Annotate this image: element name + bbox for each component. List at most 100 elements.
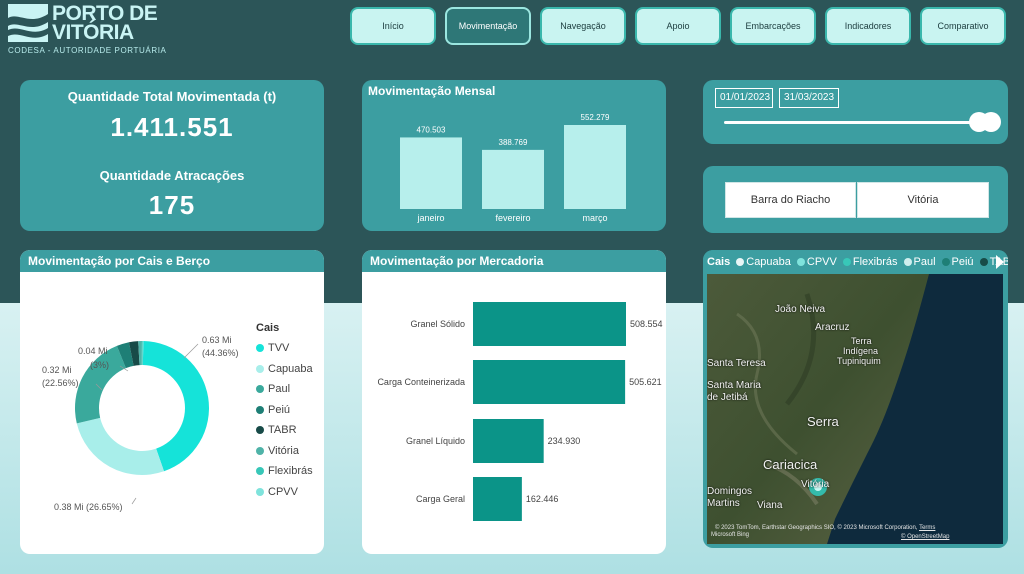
cais-legend-label: Paul bbox=[268, 383, 291, 396]
mercadoria-chart-card: Movimentação por Mercadoria Granel Sólid… bbox=[362, 250, 666, 554]
date-slider-end-thumb[interactable] bbox=[981, 112, 1001, 132]
mercadoria-bar-chart: Granel Sólido 508.554 Carga Conteinerizada… bbox=[377, 302, 663, 521]
donut-slice-Paul[interactable] bbox=[75, 345, 126, 424]
cais-legend-title: Cais bbox=[256, 322, 280, 334]
barra-do-riacho-button[interactable]: Barra do Riacho bbox=[725, 182, 856, 218]
legend-dot-icon bbox=[256, 344, 264, 353]
mercadoria-bar[interactable] bbox=[473, 419, 544, 463]
cais-legend-item[interactable]: Paul bbox=[256, 379, 313, 400]
cais-legend-item[interactable]: Peiú bbox=[256, 400, 313, 421]
openstreetmap-link[interactable]: © OpenStreetMap bbox=[901, 534, 950, 540]
donut-slice-Vitória[interactable] bbox=[138, 341, 142, 366]
nav-indicadores-button[interactable]: Indicadores bbox=[825, 7, 911, 45]
kpi-card: Quantidade Total Movimentada (t) 1.411.5… bbox=[20, 80, 324, 231]
monthly-chart-title: Movimentação Mensal bbox=[368, 84, 496, 98]
donut-pct-label: (44.36%) bbox=[202, 348, 239, 358]
legend-dot-icon bbox=[256, 487, 264, 496]
legend-dot-icon bbox=[941, 258, 950, 267]
monthly-chart-card: Movimentação Mensal 470.503 janeiro 388.76… bbox=[362, 80, 666, 231]
donut-leader-line bbox=[119, 365, 129, 372]
map-label-indigena: Indígena bbox=[843, 346, 879, 356]
map-label-viana: Viana bbox=[757, 500, 783, 511]
legend-next-arrow-icon[interactable] bbox=[996, 255, 1004, 269]
legend-dot-icon bbox=[903, 258, 912, 267]
mercadoria-bar[interactable] bbox=[473, 302, 626, 346]
map-legend-item[interactable]: Flexibrás bbox=[842, 256, 898, 268]
brand-name: PORTO DE VITÓRIA bbox=[52, 2, 158, 43]
mercadoria-bar[interactable] bbox=[473, 477, 522, 521]
mercadoria-value-label: 508.554 bbox=[630, 319, 663, 329]
mercadoria-value-label: 234.930 bbox=[548, 436, 581, 446]
atracacoes-label: Quantidade Atracações bbox=[99, 168, 245, 183]
map-label-de-jetiba: de Jetibá bbox=[707, 392, 748, 403]
monthly-category-label: fevereiro bbox=[495, 213, 530, 223]
satellite-map-graphic bbox=[707, 274, 1003, 544]
brand-name-line1: PORTO DE bbox=[52, 2, 158, 25]
cais-legend-item[interactable]: Flexibrás bbox=[256, 461, 313, 482]
map-legend-item[interactable]: Paul bbox=[903, 256, 936, 268]
start-date-input[interactable]: 01/01/2023 bbox=[715, 88, 773, 108]
monthly-value-label: 470.503 bbox=[417, 125, 446, 134]
mercadoria-category-label: Carga Conteinerizada bbox=[377, 377, 465, 387]
donut-slice-Capuaba[interactable] bbox=[76, 417, 164, 475]
cais-legend-item[interactable]: Capuaba bbox=[256, 359, 313, 380]
nav-navegacao-button[interactable]: Navegação bbox=[540, 7, 626, 45]
mercadoria-chart-title: Movimentação por Mercadoria bbox=[362, 250, 666, 272]
end-date-input[interactable]: 31/03/2023 bbox=[779, 88, 839, 108]
total-movimentada-value: 1.411.551 bbox=[110, 112, 234, 142]
monthly-bar-fevereiro[interactable] bbox=[482, 149, 544, 209]
map-label-santa-teresa: Santa Teresa bbox=[707, 358, 766, 369]
cais-legend-item[interactable]: Vitória bbox=[256, 441, 313, 462]
legend-dot-icon bbox=[979, 258, 988, 267]
donut-pct-label: (3%) bbox=[90, 360, 109, 370]
map-legend-item[interactable]: Capuaba bbox=[736, 256, 791, 268]
donut-value-label: 0.63 Mi bbox=[202, 335, 232, 345]
vitoria-button[interactable]: Vitória bbox=[857, 182, 989, 218]
nav-movimentacao-button[interactable]: Movimentação bbox=[445, 7, 531, 45]
map-legend-label: Peiú bbox=[951, 256, 974, 268]
nav-embarcacoes-button[interactable]: Embarcações bbox=[730, 7, 816, 45]
cais-chart-title: Movimentação por Cais e Berço bbox=[20, 250, 324, 272]
donut-slice-TVV[interactable] bbox=[142, 341, 210, 472]
bing-text: Microsoft Bing bbox=[711, 532, 750, 538]
monthly-bar-janeiro[interactable] bbox=[400, 137, 462, 209]
map-attribution: © 2023 TomTom, Earthstar Geographics SIO… bbox=[715, 525, 935, 531]
map-label-cariacica: Cariacica bbox=[763, 457, 818, 472]
donut-slice-TABR[interactable] bbox=[128, 341, 140, 366]
cais-legend-item[interactable]: TVV bbox=[256, 338, 313, 359]
legend-dot-icon bbox=[256, 405, 264, 414]
legend-dot-icon bbox=[796, 258, 805, 267]
cais-chart-card: Movimentação por Cais e Berço 0.63 Mi (44… bbox=[20, 250, 324, 554]
map-terms-link[interactable]: Terms bbox=[919, 525, 936, 531]
donut-slice-Flexibrás[interactable] bbox=[141, 341, 143, 366]
nav-inicio-button[interactable]: Início bbox=[350, 7, 436, 45]
map-legend-item[interactable]: Peiú bbox=[941, 256, 974, 268]
legend-dot-icon bbox=[256, 426, 264, 435]
nav-apoio-button[interactable]: Apoio bbox=[635, 7, 721, 45]
map-view[interactable]: João Neiva Aracruz Terra Indígena Tupini… bbox=[707, 274, 1003, 544]
monthly-bar-março[interactable] bbox=[564, 125, 626, 209]
donut-slice-CPVV[interactable] bbox=[142, 341, 144, 366]
donut-value-label: 0.04 Mi bbox=[78, 346, 108, 356]
cais-legend-label: Capuaba bbox=[268, 362, 313, 375]
map-legend-item[interactable]: CPVV bbox=[796, 256, 837, 268]
mercadoria-category-label: Granel Sólido bbox=[410, 319, 465, 329]
bing-logo: Microsoft Bing bbox=[711, 532, 749, 538]
cais-legend-item[interactable]: TABR bbox=[256, 420, 313, 441]
donut-pct-label: (22.56%) bbox=[42, 378, 79, 388]
donut-slice-Peiú[interactable] bbox=[116, 342, 134, 369]
legend-dot-icon bbox=[256, 385, 264, 394]
map-legend: Cais CapuabaCPVVFlexibrásPaulPeiúTABR bbox=[703, 250, 1008, 274]
legend-dot-icon bbox=[736, 258, 745, 267]
cais-legend-item[interactable]: CPVV bbox=[256, 482, 313, 503]
map-legend-label: Paul bbox=[913, 256, 936, 268]
donut-leader-line bbox=[131, 497, 137, 505]
mercadoria-value-label: 505.621 bbox=[629, 377, 662, 387]
mercadoria-value-label: 162.446 bbox=[526, 494, 559, 504]
mercadoria-bar[interactable] bbox=[473, 360, 626, 404]
port-selector-card: Barra do Riacho Vitória bbox=[703, 166, 1008, 233]
cais-legend-label: Vitória bbox=[268, 444, 299, 457]
date-slider-track[interactable] bbox=[724, 121, 982, 124]
nav-comparativo-button[interactable]: Comparativo bbox=[920, 7, 1006, 45]
map-legend-label: Flexibrás bbox=[852, 256, 898, 268]
